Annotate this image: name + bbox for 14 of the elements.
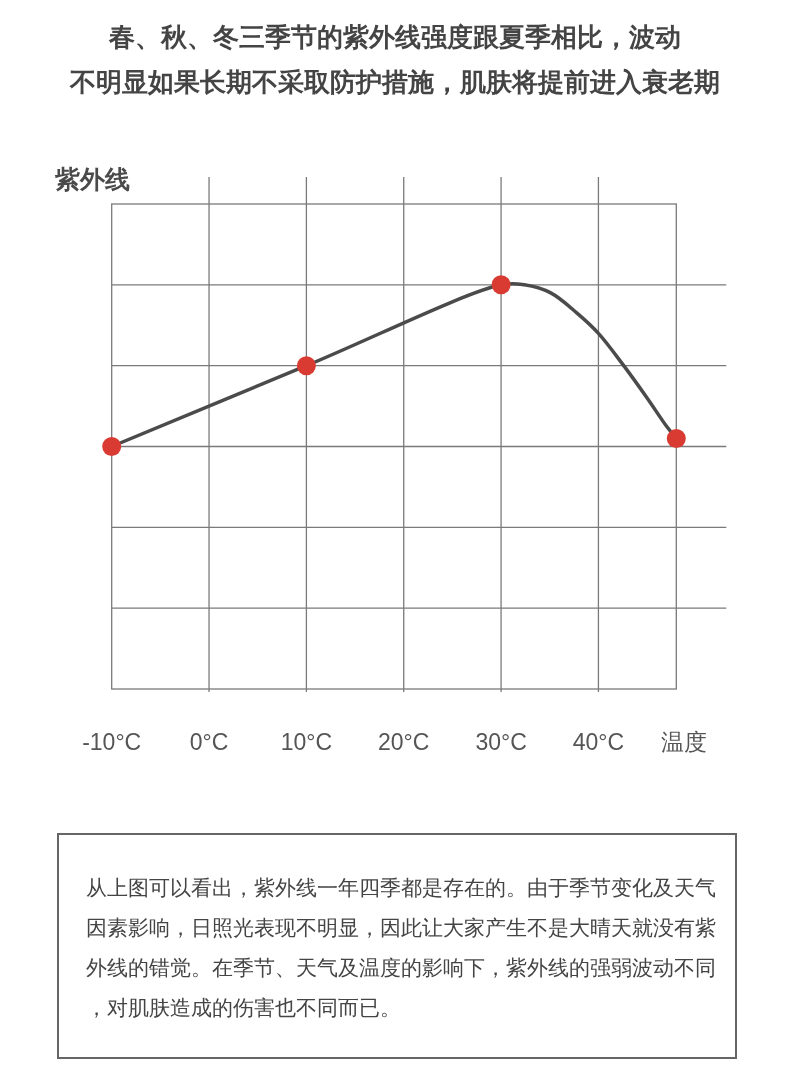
x-tick-label: 20°C bbox=[378, 729, 430, 755]
chart-title: 春、秋、冬三季节的紫外线强度跟夏季相比，波动不明显如果长期不采取防护措施，肌肤将提前进入衰老期 bbox=[69, 23, 720, 96]
x-tick-label: 0°C bbox=[189, 729, 229, 755]
x-tick-label: -10°C bbox=[82, 729, 142, 755]
x-tick-label: 10°C bbox=[280, 729, 333, 755]
text: 从上图可以看出，紫外线一年四季都是存在的。由于季节变化及天气因素影响，日照光表现不明显，因此让大家产生不是大晴天就没有紫外线的错觉。在季节、天气及温度的影响下，紫外线的强弱波动不同，对肌肤造成的伤害也不同而已。 bbox=[86, 875, 716, 1019]
y-axis-title: 紫外线 bbox=[54, 165, 130, 193]
x-axis-title: 温度 bbox=[661, 729, 708, 755]
point bbox=[491, 275, 511, 295]
x-tick-label: 40°C bbox=[572, 729, 625, 755]
point bbox=[102, 437, 122, 456]
point bbox=[296, 356, 316, 376]
x-tick-label: 30°C bbox=[475, 729, 527, 755]
point bbox=[666, 428, 686, 448]
